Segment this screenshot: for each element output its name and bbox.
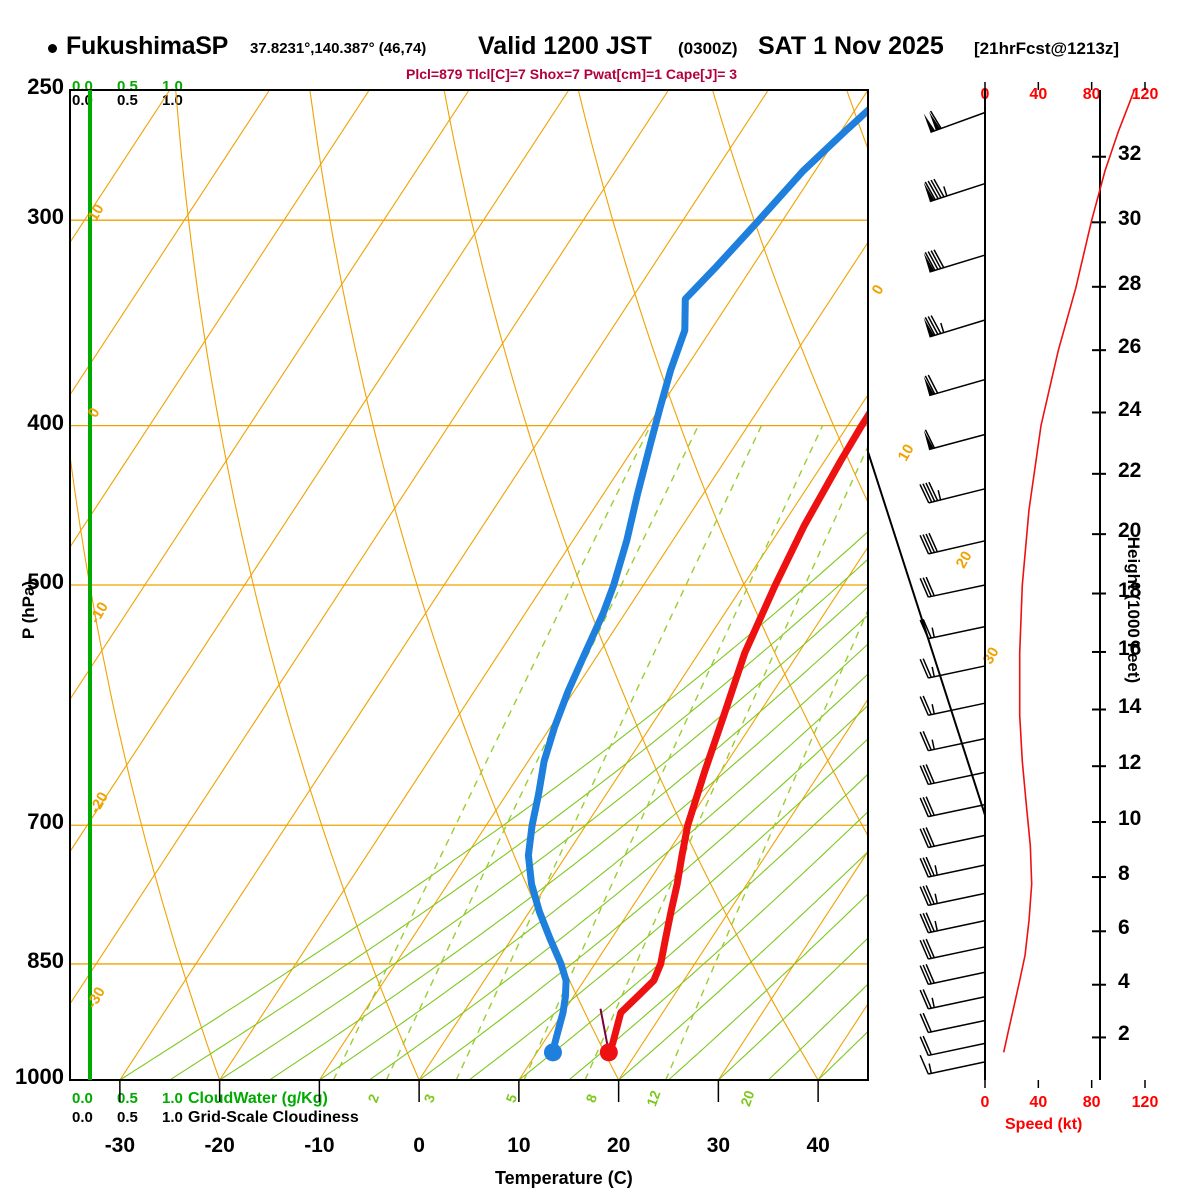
height-tick-32: 32 — [1118, 141, 1142, 165]
pressure-tick-850: 850 — [27, 947, 64, 973]
station-coordinates: 37.8231°,140.387° (46,74) — [250, 40, 427, 57]
pressure-tick-700: 700 — [27, 809, 64, 835]
temperature-tick--10: -10 — [304, 1134, 335, 1157]
temperature-tick-20: 20 — [606, 1134, 631, 1157]
pressure-tick-1000: 1000 — [15, 1064, 64, 1089]
speed-bottom-tick-0: 0 — [980, 1094, 990, 1111]
temperature-tick-10: 10 — [507, 1134, 531, 1157]
cloudwater-bottom-tick-1: 0.5 — [117, 1090, 138, 1107]
cloudiness-bottom-tick-2: 1.0 — [162, 1109, 183, 1126]
cloudwater-bottom-tick-0: 0.0 — [72, 1090, 93, 1107]
cloudiness-axis-title: Grid-Scale Cloudiness — [188, 1109, 359, 1126]
adiabat-label-20-right: 20 — [953, 548, 976, 571]
wind-speed-profile — [1002, 89, 1136, 1053]
height-tick-26: 26 — [1118, 335, 1142, 359]
adiabat-label-10-right: 10 — [895, 441, 918, 464]
temperature-tick-30: 30 — [706, 1134, 731, 1157]
station-marker-icon — [48, 44, 57, 53]
height-tick-6: 6 — [1118, 916, 1130, 940]
temperature-axis-title: Temperature (C) — [495, 1168, 633, 1188]
station-name: FukushimaSP — [66, 32, 229, 60]
speed-bottom-tick-40: 40 — [1029, 1094, 1048, 1111]
height-tick-18: 18 — [1118, 578, 1142, 602]
temperature-tick-0: 0 — [413, 1134, 425, 1157]
speed-bottom-tick-120: 120 — [1131, 1094, 1159, 1111]
adiabat-label-10-left: 10 — [85, 201, 108, 224]
valid-time: Valid 1200 JST — [478, 32, 652, 60]
cloudiness-bottom-tick-0: 0.0 — [72, 1109, 93, 1126]
pressure-tick-500: 500 — [27, 569, 64, 594]
temperature-tick--30: -30 — [104, 1134, 136, 1157]
mixing-ratio-label-5: 5 — [502, 1092, 520, 1105]
adiabat-label-30-right: 30 — [980, 644, 1003, 667]
mixing-ratio-label-3: 3 — [420, 1092, 438, 1105]
temperature-tick-40: 40 — [806, 1134, 830, 1157]
cloudwater-bottom-tick-2: 1.0 — [162, 1090, 183, 1107]
cloudiness-bottom-tick-1: 0.5 — [117, 1109, 138, 1126]
height-tick-12: 12 — [1118, 751, 1142, 775]
cloudiness-top-tick-2: 1.0 — [162, 92, 183, 109]
adiabat-label-0-left: 0 — [85, 405, 104, 421]
height-tick-30: 30 — [1118, 207, 1142, 231]
height-tick-24: 24 — [1118, 397, 1142, 421]
speed-top-tick-80: 80 — [1082, 86, 1101, 103]
speed-top-tick-40: 40 — [1029, 86, 1048, 103]
pressure-tick-300: 300 — [27, 204, 64, 230]
speed-top-tick-120: 120 — [1131, 86, 1159, 103]
valid-time-utc: (0300Z) — [678, 39, 738, 58]
mixing-ratio-label-8: 8 — [582, 1092, 600, 1105]
adiabat-label-m30-left: -30 — [83, 984, 109, 1011]
cloudiness-top-tick-0: 0.0 — [72, 92, 93, 109]
forecast-info: [21hrFcst@1213z] — [974, 39, 1120, 58]
cloudwater-axis-title: CloudWater (g/Kg) — [188, 1090, 328, 1107]
speed-axis-title: Speed (kt) — [1005, 1116, 1083, 1133]
pressure-tick-400: 400 — [27, 409, 64, 435]
valid-date: SAT 1 Nov 2025 — [758, 32, 944, 60]
height-tick-20: 20 — [1118, 519, 1142, 543]
temperature-tick--20: -20 — [204, 1134, 235, 1157]
height-tick-16: 16 — [1118, 636, 1142, 660]
height-tick-22: 22 — [1118, 458, 1142, 482]
height-tick-14: 14 — [1118, 694, 1142, 718]
height-tick-10: 10 — [1118, 807, 1142, 831]
speed-bottom-tick-80: 80 — [1082, 1094, 1101, 1111]
height-tick-2: 2 — [1118, 1022, 1130, 1046]
mixing-ratio-label-2: 2 — [364, 1092, 382, 1105]
height-tick-8: 8 — [1118, 862, 1130, 886]
sounding-stats: Plcl=879 Tlcl[C]=7 Shox=7 Pwat[cm]=1 Cap… — [406, 66, 738, 82]
adiabat-label-0-right: 0 — [869, 282, 888, 298]
mixing-ratio-label-20: 20 — [737, 1088, 757, 1108]
height-tick-28: 28 — [1118, 271, 1142, 295]
pressure-tick-250: 250 — [27, 74, 64, 99]
height-tick-4: 4 — [1118, 969, 1130, 993]
wind-barb-group — [919, 110, 986, 1075]
mixing-ratio-label-12: 12 — [643, 1088, 663, 1108]
cloudiness-top-tick-1: 0.5 — [117, 92, 138, 109]
